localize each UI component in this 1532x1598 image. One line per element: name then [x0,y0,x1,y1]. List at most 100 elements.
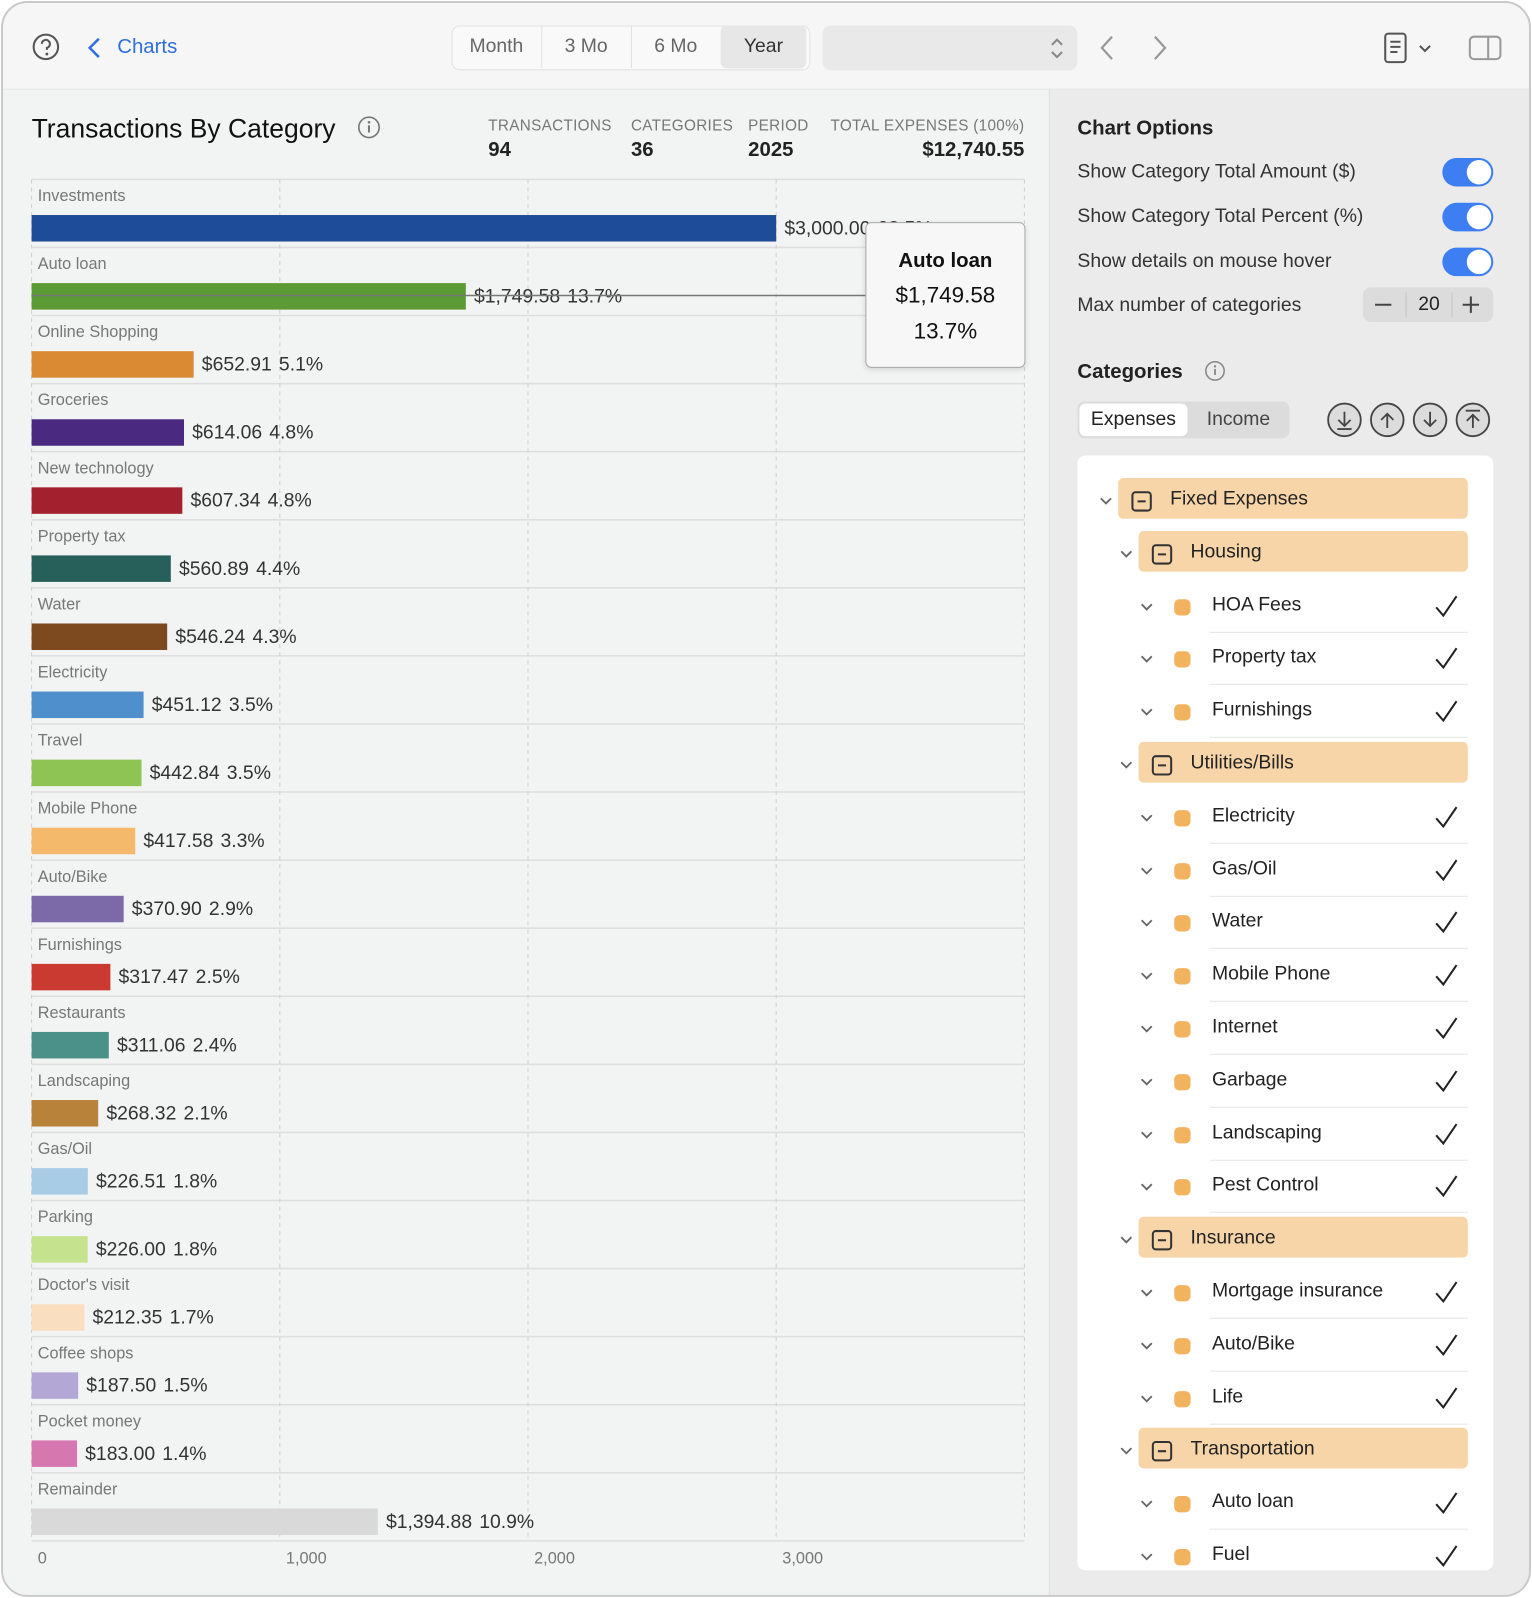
tab-selected[interactable]: Expenses [1079,403,1188,437]
next-button[interactable] [1149,34,1171,63]
sort-buttons[interactable] [1324,398,1497,441]
checkmark[interactable] [1432,961,1461,990]
category-row[interactable]: Auto/Bike [1077,1321,1493,1372]
toggle[interactable] [1442,247,1494,277]
value-label: $442.84 [150,762,220,784]
toggle[interactable] [1442,157,1494,187]
disclosure[interactable] [1139,863,1155,879]
category-row[interactable]: Pest Control [1077,1162,1493,1214]
value-label: $311.06 [117,1034,186,1056]
percent-label: 1.7% [170,1307,214,1329]
disclosure[interactable] [1098,493,1114,509]
category-label: Parking [38,1208,93,1226]
period-option[interactable]: Month [469,35,524,58]
stat-value: 94 [488,138,511,162]
category-row[interactable]: Mobile Phone [1077,951,1493,1002]
disclosure[interactable] [1139,916,1155,932]
stepper-plus[interactable] [1461,295,1481,315]
checkmark[interactable] [1432,1278,1461,1307]
previous-button[interactable] [1096,34,1118,63]
disclosure[interactable] [1118,546,1134,562]
category-row[interactable]: Property tax [1077,634,1493,686]
checkmark[interactable] [1432,697,1461,726]
export-menu[interactable] [1381,32,1438,67]
disclosure[interactable] [1139,1021,1155,1037]
percent-label: 5.1% [279,354,323,376]
group-row[interactable]: Insurance [1077,1215,1493,1266]
checkmark[interactable] [1432,856,1461,885]
disclosure[interactable] [1139,599,1155,615]
stepper: 20 [1362,287,1494,323]
tab[interactable]: Income [1206,408,1271,431]
disclosure[interactable] [1139,1074,1155,1090]
checkmark[interactable] [1432,1489,1461,1518]
percent-label: 2.1% [183,1102,227,1124]
checkmark[interactable] [1432,1331,1461,1360]
group-row[interactable]: Transportation [1077,1426,1493,1477]
stepper-minus[interactable] [1373,296,1393,314]
row-divider [1209,1053,1468,1055]
category-icon [1174,809,1191,827]
category-label: New technology [38,459,155,477]
period-option-selected[interactable]: Year [720,25,807,69]
category-label: Remainder [38,1480,118,1498]
category-row[interactable]: Water [1077,898,1493,950]
info-icon[interactable] [357,115,384,141]
category-row[interactable]: Electricity [1077,793,1493,844]
disclosure[interactable] [1139,704,1155,720]
checkmark[interactable] [1432,803,1461,832]
bar-chart: 01,0002,0003,000Investments$3,000.0023.5… [31,178,1025,1568]
period-option[interactable]: 6 Mo [630,25,720,69]
disclosure[interactable] [1139,968,1155,984]
checkmark[interactable] [1432,1014,1461,1043]
disclosure[interactable] [1139,1391,1155,1407]
checkmark[interactable] [1432,1384,1461,1413]
disclosure[interactable] [1139,1549,1155,1565]
category-row[interactable]: Landscaping [1077,1109,1493,1161]
value-label: $1,394.88 [386,1511,472,1533]
group-row[interactable]: Fixed Expenses [1077,476,1493,527]
category-row[interactable]: Internet [1077,1004,1493,1055]
period-option[interactable]: 3 Mo [541,25,630,69]
bar [31,351,194,378]
checkmark[interactable] [1432,1172,1461,1201]
disclosure[interactable] [1139,1127,1155,1143]
disclosure[interactable] [1118,1443,1134,1459]
category-row[interactable]: Fuel [1077,1532,1493,1571]
group-row[interactable]: Utilities/Bills [1077,740,1493,791]
disclosure[interactable] [1139,1496,1155,1512]
category-name: Property tax [1211,646,1317,668]
toggle[interactable] [1442,202,1494,232]
period-picker[interactable] [822,25,1078,71]
category-row[interactable]: HOA Fees [1077,581,1493,633]
checkmark[interactable] [1432,1067,1461,1096]
category-row[interactable]: Furnishings [1077,687,1493,739]
category-row[interactable]: Mortgage insurance [1077,1268,1493,1319]
checkmark[interactable] [1432,908,1461,937]
group-row[interactable]: Housing [1077,529,1493,580]
checkmark[interactable] [1432,644,1461,673]
category-label: Restaurants [38,1004,126,1022]
disclosure[interactable] [1118,1232,1134,1248]
checkmark[interactable] [1432,592,1461,621]
disclosure[interactable] [1118,757,1134,773]
sidebar-toggle[interactable] [1467,34,1504,65]
category-row[interactable]: Garbage [1077,1057,1493,1108]
disclosure[interactable] [1139,652,1155,668]
checkmark[interactable] [1432,1120,1461,1149]
value-label: $417.58 [143,830,213,852]
disclosure[interactable] [1139,810,1155,826]
category-label: Online Shopping [38,323,159,341]
disclosure[interactable] [1139,1338,1155,1354]
disclosure[interactable] [1139,1285,1155,1301]
toggle-label: Show Category Total Percent (%) [1077,205,1364,228]
disclosure[interactable] [1139,1179,1155,1195]
category-row[interactable]: Life [1077,1373,1493,1425]
category-row[interactable]: Gas/Oil [1077,845,1493,897]
category-row[interactable]: Auto loan [1077,1479,1493,1530]
checkmark[interactable] [1432,1542,1461,1571]
help-button[interactable] [32,32,63,63]
back-chevron[interactable] [85,36,105,60]
back-link[interactable]: Charts [117,35,178,59]
info-icon[interactable] [1204,360,1228,384]
